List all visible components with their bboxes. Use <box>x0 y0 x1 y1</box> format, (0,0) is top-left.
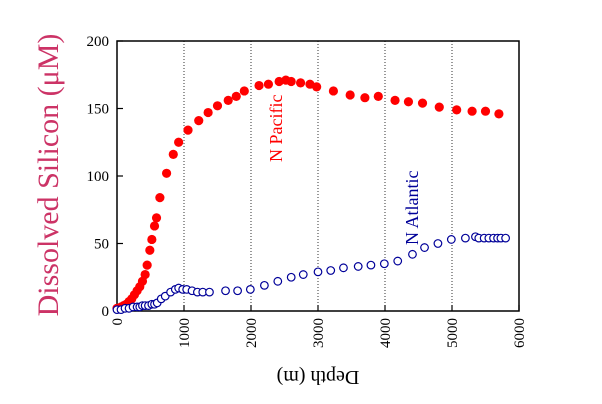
n-atlantic-point-31 <box>313 267 323 277</box>
annotation-n-pacific: N Pacific <box>266 95 286 162</box>
n-pacific-point-18 <box>161 168 172 178</box>
n-pacific-point-27 <box>239 86 249 96</box>
n-pacific-point-19 <box>168 149 178 159</box>
series-n-pacific <box>112 75 504 313</box>
n-pacific-point-45 <box>467 106 477 116</box>
n-atlantic-point-23 <box>205 287 214 297</box>
y-tick-label-200: 200 <box>87 34 110 50</box>
n-pacific-point-39 <box>373 91 383 101</box>
n-atlantic-point-28 <box>273 276 283 286</box>
n-pacific-point-23 <box>203 107 213 118</box>
x-tick-label-5000: 5000 <box>445 318 461 348</box>
n-pacific-point-35 <box>312 82 322 92</box>
n-pacific-point-33 <box>295 78 306 88</box>
n-pacific-point-26 <box>231 91 241 101</box>
n-pacific-point-15 <box>149 221 160 231</box>
n-pacific-point-40 <box>390 95 400 105</box>
x-axis-title: Depth (m) <box>277 366 360 388</box>
n-atlantic-point-41 <box>446 235 456 244</box>
n-pacific-point-36 <box>328 86 339 96</box>
n-pacific-point-11 <box>140 269 150 280</box>
plot-area <box>112 40 520 315</box>
n-atlantic-point-27 <box>260 280 269 290</box>
y-axis-tick-labels: 0 50 100 150 200 <box>87 34 110 320</box>
x-tick-label-6000: 6000 <box>512 318 528 348</box>
n-atlantic-point-29 <box>286 272 296 282</box>
n-atlantic-point-40 <box>433 239 443 248</box>
n-atlantic-point-24 <box>221 286 230 296</box>
n-atlantic-point-34 <box>353 262 363 271</box>
n-pacific-point-47 <box>494 109 504 119</box>
n-pacific-point-43 <box>434 102 444 112</box>
n-pacific-point-13 <box>145 245 155 255</box>
y-axis-title: Dissolved Silicon (μM) <box>32 34 65 317</box>
y-tick-label-0: 0 <box>102 304 110 320</box>
n-atlantic-point-32 <box>326 266 336 275</box>
n-pacific-point-38 <box>360 93 370 103</box>
n-pacific-point-29 <box>263 79 274 89</box>
n-pacific-point-42 <box>417 98 428 108</box>
n-pacific-point-21 <box>183 125 193 135</box>
n-pacific-point-44 <box>452 105 462 115</box>
n-atlantic-point-42 <box>461 233 470 243</box>
n-atlantic-point-36 <box>379 259 389 269</box>
n-pacific-point-22 <box>194 116 204 126</box>
n-pacific-point-20 <box>174 137 184 147</box>
y-tick-label-100: 100 <box>87 169 110 185</box>
x-tick-label-2000: 2000 <box>244 318 260 348</box>
n-pacific-point-24 <box>212 101 223 111</box>
n-atlantic-point-26 <box>245 285 255 294</box>
n-pacific-point-32 <box>286 76 296 87</box>
x-tick-label-1000: 1000 <box>177 318 193 348</box>
n-pacific-point-46 <box>480 106 491 116</box>
series-n-atlantic <box>112 232 511 315</box>
x-axis-tick-labels: 0 1000 2000 3000 4000 5000 6000 <box>110 318 528 348</box>
y-tick-label-50: 50 <box>94 237 109 253</box>
y-tick-label-150: 150 <box>87 102 110 118</box>
x-tick-label-3000: 3000 <box>311 318 327 348</box>
n-atlantic-point-37 <box>393 256 403 266</box>
x-tick-label-0: 0 <box>110 318 126 326</box>
annotation-n-atlantic: N Atlantic <box>402 171 422 246</box>
n-atlantic-point-25 <box>233 286 243 296</box>
n-atlantic-point-33 <box>339 263 348 273</box>
n-atlantic-point-38 <box>408 249 417 259</box>
n-pacific-point-17 <box>155 193 165 203</box>
n-pacific-point-41 <box>403 97 414 107</box>
n-pacific-point-16 <box>151 213 162 223</box>
n-pacific-point-28 <box>254 80 264 91</box>
n-pacific-point-25 <box>223 95 233 105</box>
n-pacific-point-12 <box>142 260 152 270</box>
x-tick-label-4000: 4000 <box>378 318 394 348</box>
n-pacific-point-14 <box>147 234 157 245</box>
n-pacific-point-37 <box>345 90 355 100</box>
n-atlantic-point-39 <box>420 243 429 252</box>
n-atlantic-point-35 <box>366 260 376 270</box>
n-atlantic-point-50 <box>501 233 511 243</box>
n-atlantic-point-30 <box>298 270 308 279</box>
